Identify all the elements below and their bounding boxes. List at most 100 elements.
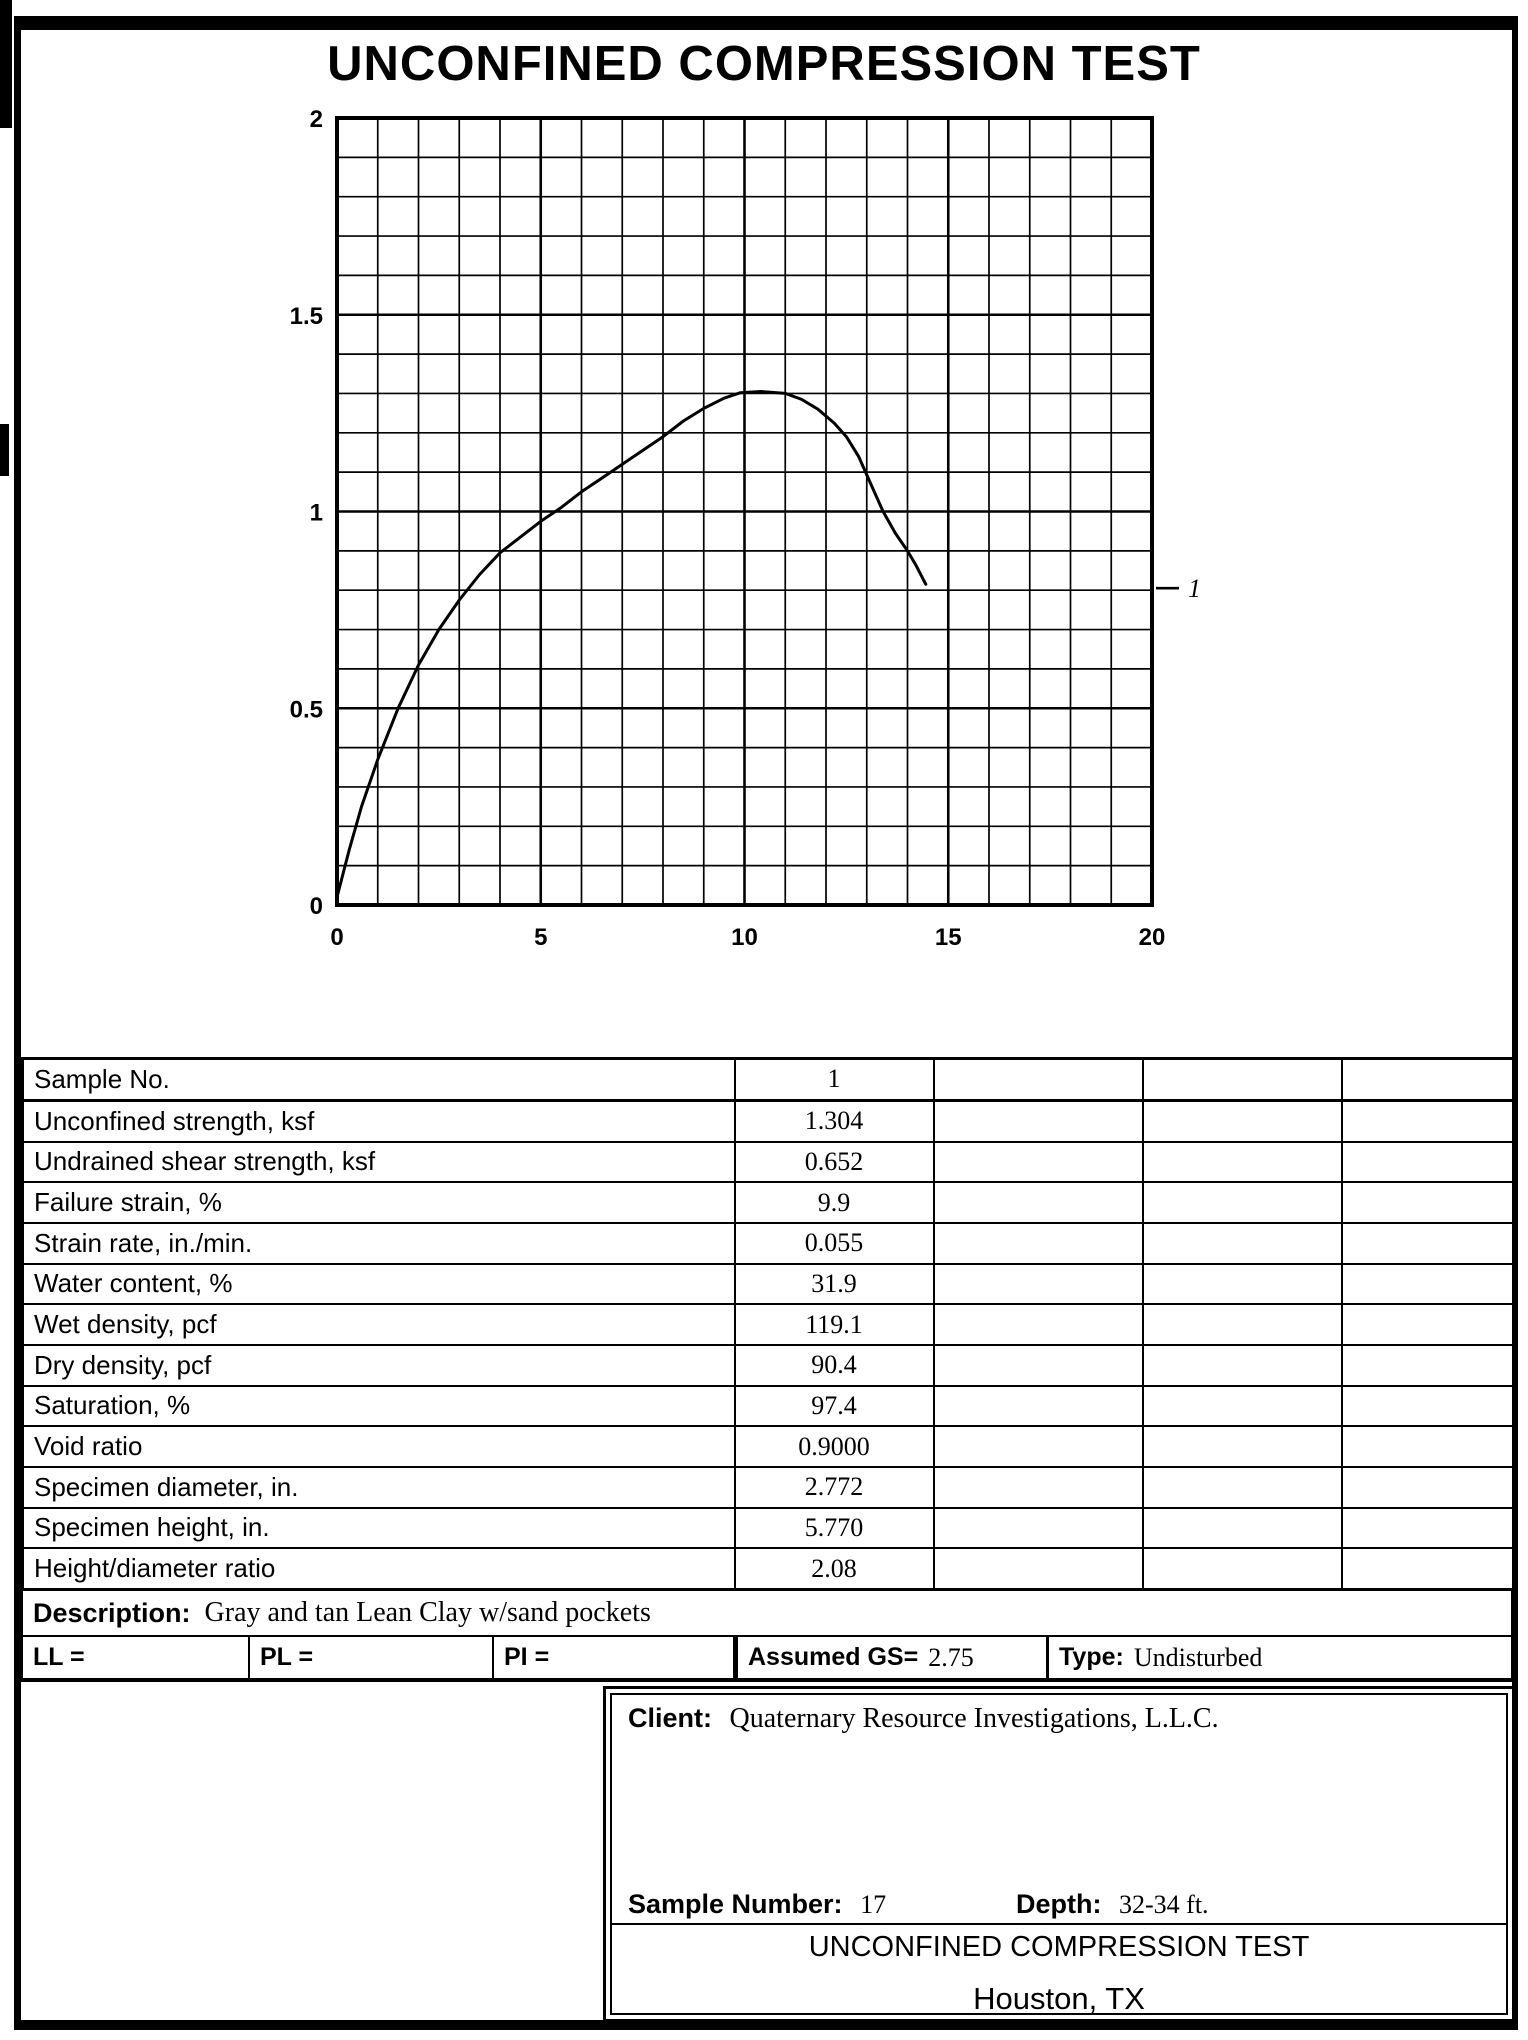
plot-border [335,116,1154,907]
scan-artifact-bar [0,0,12,128]
sample-number-value: 17 [860,1890,887,1919]
x-tick-label: 20 [1139,924,1166,951]
legend-label: 1 [1188,574,1201,603]
test-title: UNCONFINED COMPRESSION TEST [808,1931,1310,1963]
row-value [932,1465,1144,1509]
row-value: 1 [733,1057,935,1102]
row-value [1340,1343,1516,1387]
row-value: 0.055 [733,1221,935,1265]
title-block: Client: Quaternary Resource Investigatio… [603,1686,1515,2022]
stress-strain-curve [335,390,928,899]
row-value [932,1181,1144,1224]
table-row: Specimen diameter, in. 2.772 [21,1465,1516,1509]
row-value [932,1262,1144,1306]
table-row: Undrained shear strength, ksf 0.652 [21,1140,1516,1184]
row-label: Sample No. [21,1057,736,1102]
scan-artifact-bar [0,424,9,476]
row-value [932,1506,1144,1550]
depth-value: 32-34 ft. [1119,1890,1209,1919]
row-value [1340,1384,1516,1428]
row-value: 0.9000 [733,1425,935,1468]
table-row: Height/diameter ratio 2.08 [21,1547,1516,1591]
pi-label: PI = [504,1643,550,1671]
description-row: Description: Gray and tan Lean Clay w/sa… [21,1591,1513,1637]
x-tick-label: 0 [330,924,343,951]
row-value [1141,1181,1343,1224]
row-value [1340,1303,1516,1346]
table-row: Dry density, pcf 90.4 [21,1343,1516,1387]
row-label: Specimen height, in. [21,1506,736,1550]
row-value [1340,1547,1516,1591]
table-row: Saturation, % 97.4 [21,1384,1516,1428]
row-label: Saturation, % [21,1384,736,1428]
table-row: Sample No. 1 [21,1057,1516,1102]
row-value [1340,1262,1516,1306]
page-title: UNCONFINED COMPRESSION TEST [327,37,1201,91]
row-value: 5.770 [733,1506,935,1550]
row-value [932,1303,1144,1346]
chart-area: 0 5 10 15 20 0 0.5 1 1.5 2 1 [277,93,1272,978]
assumed-gs-cell: Assumed GS= 2.75 [735,1637,1049,1678]
description-label: Description: [33,1597,191,1628]
row-value [1141,1343,1343,1387]
table-row: Strain rate, in./min. 0.055 [21,1221,1516,1265]
description-value: Gray and tan Lean Clay w/sand pockets [204,1597,651,1628]
y-tick-label: 2 [310,106,323,133]
results-table: Sample No. 1 Unconfined strength, ksf 1.304… [21,1057,1516,1591]
row-value [1340,1465,1516,1509]
assumed-gs-label: Assumed GS= [748,1643,919,1671]
row-value [932,1099,1144,1143]
row-value [1340,1099,1516,1143]
ll-label: LL = [33,1643,85,1671]
row-value: 1.304 [733,1099,935,1143]
row-value: 2.08 [733,1547,935,1591]
row-label: Undrained shear strength, ksf [21,1140,736,1184]
y-tick-label: 0 [310,893,323,920]
client-label: Client: [628,1703,712,1733]
row-value [1141,1425,1343,1468]
assumed-gs-value: 2.75 [928,1642,974,1672]
row-value [1141,1547,1343,1591]
atterberg-row: LL = PL = PI = Assumed GS= 2.75 Type: Un… [21,1637,1513,1682]
row-value: 90.4 [733,1343,935,1387]
table-row: Specimen height, in. 5.770 [21,1506,1516,1550]
table-row: Unconfined strength, ksf 1.304 [21,1099,1516,1143]
row-value: 97.4 [733,1384,935,1428]
row-value [932,1221,1144,1265]
page-border [14,16,1518,2030]
row-value [932,1425,1144,1468]
results-table-body: Sample No. 1 Unconfined strength, ksf 1.304… [21,1057,1516,1591]
type-value: Undisturbed [1133,1642,1263,1672]
x-tick-label: 15 [935,924,962,951]
pl-cell: PL = [250,1637,494,1678]
type-cell: Type: Undisturbed [1049,1637,1511,1678]
row-value [1141,1384,1343,1428]
sample-number-label: Sample Number: [628,1889,843,1919]
pi-cell: PI = [494,1637,735,1678]
y-tick-label: 1 [310,500,323,527]
title-block-divider [612,1923,1506,1925]
row-value: 9.9 [733,1181,935,1224]
stress-strain-chart: 0 5 10 15 20 0 0.5 1 1.5 2 1 [290,106,1201,951]
client-value: Quaternary Resource Investigations, L.L.… [729,1703,1219,1734]
row-label: Failure strain, % [21,1181,736,1224]
table-row: Failure strain, % 9.9 [21,1181,1516,1224]
row-label: Wet density, pcf [21,1303,736,1346]
type-label: Type: [1059,1643,1124,1671]
row-value [1340,1506,1516,1550]
row-value [1141,1099,1343,1143]
row-value [932,1547,1144,1591]
ll-cell: LL = [23,1637,250,1678]
row-value: 119.1 [733,1303,935,1346]
row-value: 31.9 [733,1262,935,1306]
row-value: 0.652 [733,1140,935,1184]
row-value [932,1343,1144,1387]
client-line: Client: Quaternary Resource Investigatio… [628,1703,1219,1735]
row-label: Specimen diameter, in. [21,1465,736,1509]
row-value [1141,1057,1343,1102]
x-tick-label: 5 [534,924,547,951]
row-label: Dry density, pcf [21,1343,736,1387]
row-value [1141,1465,1343,1509]
row-label: Strain rate, in./min. [21,1221,736,1265]
row-value [1340,1425,1516,1468]
